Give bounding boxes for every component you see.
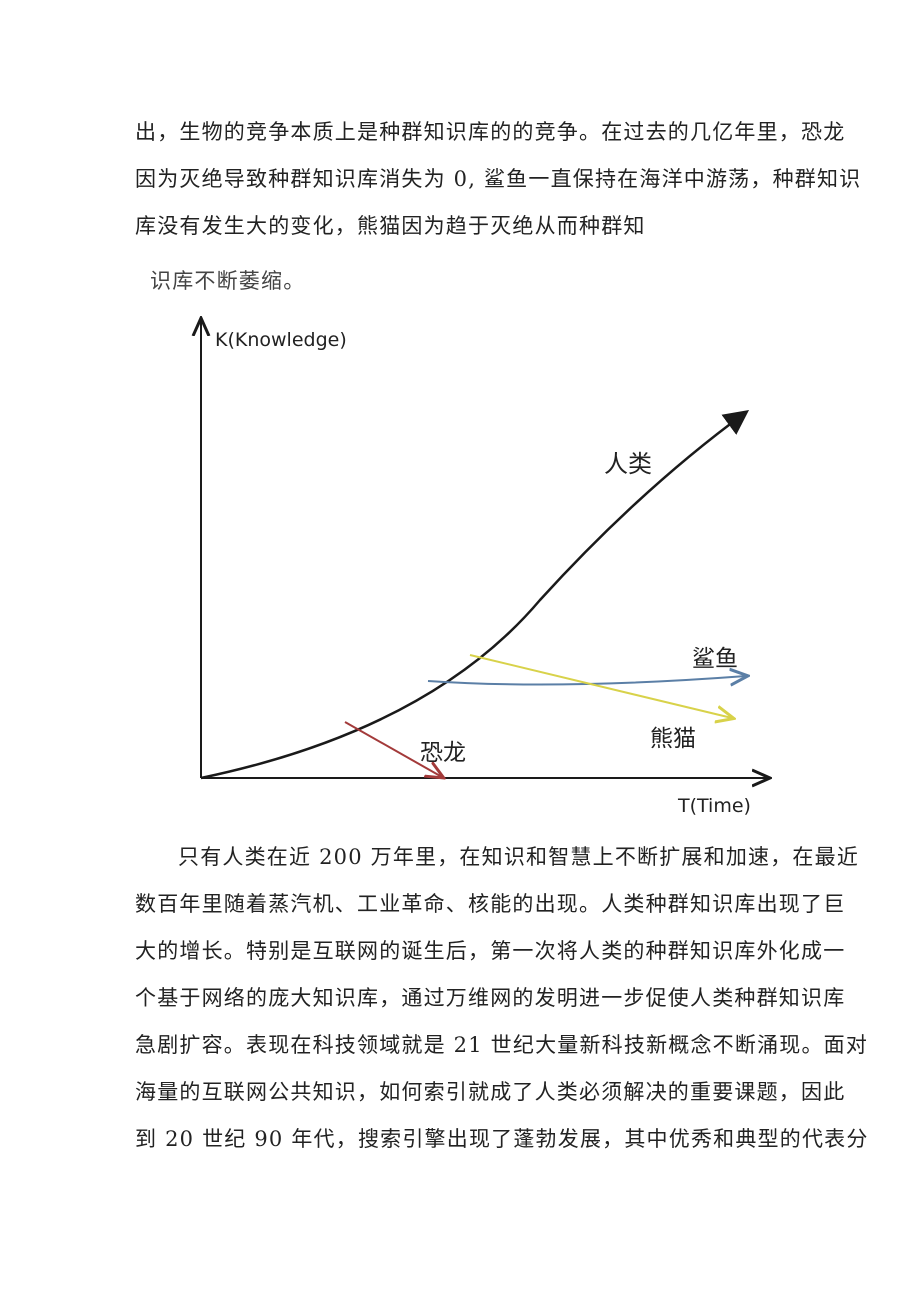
label-human: 人类 — [604, 450, 652, 478]
curve-dinosaur — [344, 721, 442, 777]
curve-human — [200, 410, 750, 780]
text-line: 到 20 世纪 90 年代，搜索引擎出现了蓬勃发展，其中优秀和典型的代表分 — [135, 1127, 869, 1151]
curve-shark — [427, 676, 746, 685]
text-line: 库没有发生大的变化，熊猫因为趋于灭绝从而种群知 — [135, 214, 646, 238]
text-line: 识库不断萎缩。 — [150, 269, 306, 293]
y-axis-label: K(Knowledge) — [215, 329, 347, 351]
label-shark: 鲨鱼 — [692, 646, 738, 672]
curve-panda — [469, 654, 732, 718]
text-line: 因为灭绝导致种群知识库消失为 0, 鲨鱼一直保持在海洋中游荡，种群知识 — [135, 167, 862, 191]
text-line: 数百年里随着蒸汽机、工业革命、核能的出现。人类种群知识库出现了巨 — [135, 892, 846, 916]
x-axis-label: T(Time) — [677, 795, 751, 817]
label-dinosaur: 恐龙 — [420, 740, 466, 766]
text-line: 个基于网络的庞大知识库，通过万维网的发明进一步促使人类种群知识库 — [135, 986, 846, 1010]
text-line: 大的增长。特别是互联网的诞生后，第一次将人类的种群知识库外化成一 — [135, 939, 846, 963]
text-line: 海量的互联网公共知识，如何索引就成了人类必须解决的重要课题，因此 — [135, 1080, 846, 1104]
text-line: 出，生物的竞争本质上是种群知识库的的竞争。在过去的几亿年里，恐龙 — [135, 120, 846, 144]
text-line: 急剧扩容。表现在科技领域就是 21 世纪大量新科技新概念不断涌现。面对 — [135, 1033, 869, 1057]
text-line: 只有人类在近 200 万年里，在知识和智慧上不断扩展和加速，在最近 — [178, 845, 860, 869]
label-panda: 熊猫 — [650, 726, 696, 752]
